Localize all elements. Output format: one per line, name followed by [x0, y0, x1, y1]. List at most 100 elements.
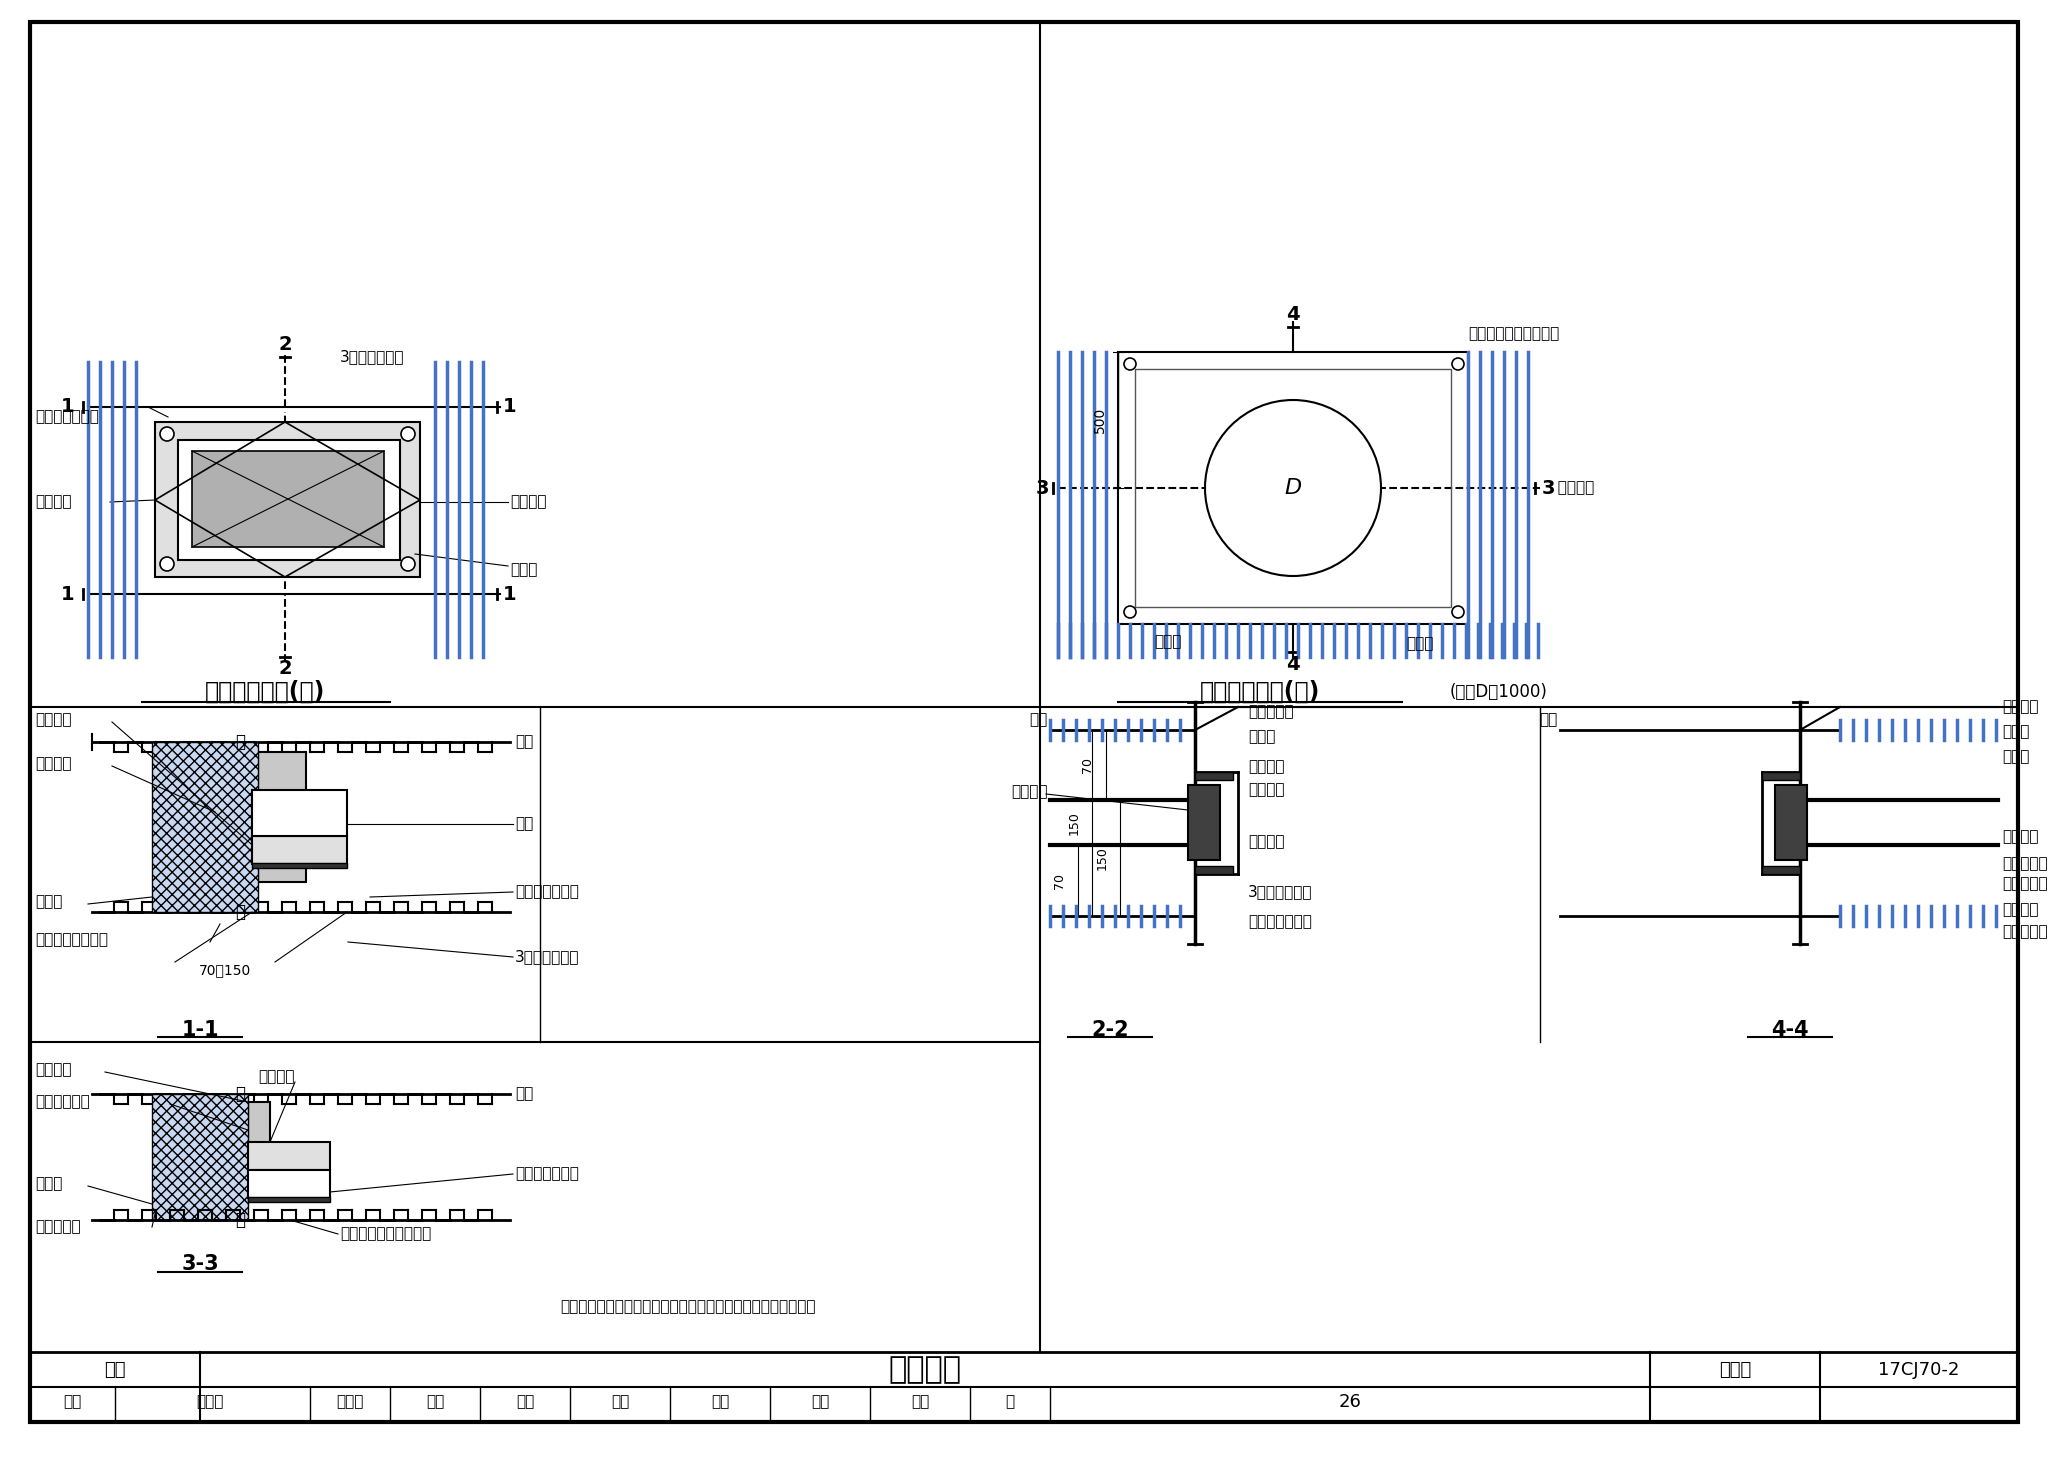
- Text: 墙梁: 墙梁: [514, 817, 532, 831]
- Text: 冯玉: 冯玉: [516, 1395, 535, 1409]
- Bar: [31, 1352, 2017, 1423]
- Circle shape: [401, 427, 416, 442]
- Text: 墙梁: 墙梁: [1030, 713, 1049, 728]
- Text: 耐腐蚀压型钢板: 耐腐蚀压型钢板: [1247, 914, 1313, 929]
- Text: 洞口附加立柱: 洞口附加立柱: [35, 1095, 90, 1110]
- Text: 签名: 签名: [911, 1395, 930, 1409]
- Text: 2: 2: [279, 659, 291, 679]
- Text: 防水堵头: 防水堵头: [35, 495, 72, 510]
- Text: 防水堵头: 防水堵头: [1012, 784, 1049, 799]
- Text: 1-1: 1-1: [180, 1020, 219, 1040]
- Text: 4: 4: [1286, 655, 1300, 673]
- Bar: [1188, 785, 1221, 860]
- Text: 4-4: 4-4: [1772, 1020, 1808, 1040]
- Text: 1: 1: [61, 397, 76, 416]
- Text: 签名: 签名: [610, 1395, 629, 1409]
- Circle shape: [1124, 359, 1137, 370]
- Text: 审核: 审核: [63, 1395, 82, 1409]
- Text: 3: 3: [1034, 479, 1049, 498]
- Text: 拉铆钉: 拉铆钉: [35, 1177, 61, 1192]
- Text: 固定支架: 固定支架: [2003, 903, 2038, 917]
- Text: 内板: 内板: [514, 735, 532, 750]
- Circle shape: [160, 427, 174, 442]
- Text: 保温棉填充: 保温棉填充: [35, 1220, 80, 1235]
- Bar: [252, 863, 346, 868]
- Circle shape: [1452, 606, 1464, 618]
- Text: 设计: 设计: [711, 1395, 729, 1409]
- Text: 2: 2: [279, 335, 291, 354]
- Text: 穿墙构件: 穿墙构件: [510, 495, 547, 510]
- Text: 耐腐蚀压型钢板: 耐腐蚀压型钢板: [514, 885, 580, 900]
- Bar: [248, 1143, 330, 1169]
- Bar: [248, 1197, 330, 1202]
- Text: 1: 1: [61, 584, 76, 603]
- Text: 出墙管道: 出墙管道: [889, 1356, 961, 1384]
- Bar: [193, 451, 385, 547]
- Text: 3-3: 3-3: [180, 1254, 219, 1275]
- Text: 拉铆钉: 拉铆钉: [35, 895, 61, 910]
- Text: 拉铆钉: 拉铆钉: [1407, 636, 1434, 652]
- Text: 拉铆钉: 拉铆钉: [2003, 725, 2030, 740]
- Text: 3厚钢板封口板: 3厚钢板封口板: [1247, 885, 1313, 900]
- Polygon shape: [152, 742, 258, 911]
- Bar: [252, 790, 346, 836]
- Text: 固定于构件上的封口板: 固定于构件上的封口板: [1468, 326, 1559, 341]
- Text: 70～150: 70～150: [199, 963, 252, 977]
- Bar: [1761, 865, 1800, 874]
- Text: 70: 70: [1081, 757, 1094, 774]
- Text: 17CJ70-2: 17CJ70-2: [1878, 1360, 1960, 1378]
- Text: 3: 3: [1542, 479, 1554, 498]
- Text: D: D: [1284, 479, 1303, 498]
- Bar: [1194, 772, 1233, 780]
- Polygon shape: [152, 1094, 248, 1220]
- Text: 泛水板: 泛水板: [1155, 634, 1182, 649]
- Text: 图集号: 图集号: [1718, 1360, 1751, 1378]
- Bar: [248, 1169, 330, 1197]
- Text: 穿墙构件: 穿墙构件: [1247, 834, 1284, 849]
- Text: 4: 4: [1286, 305, 1300, 325]
- Text: 1: 1: [504, 397, 516, 416]
- Text: 吴文光: 吴文光: [197, 1395, 223, 1409]
- Text: 500: 500: [1094, 408, 1108, 433]
- Text: 150: 150: [1067, 811, 1081, 834]
- Text: 墙体: 墙体: [104, 1360, 125, 1378]
- Bar: [252, 836, 346, 864]
- Text: 固定支架: 固定支架: [35, 1063, 72, 1077]
- Text: 耐腐蚀压型钢板: 耐腐蚀压型钢板: [35, 409, 98, 424]
- Text: 穿墙构件: 穿墙构件: [35, 713, 72, 728]
- Bar: [1194, 865, 1233, 874]
- Text: 内: 内: [236, 1085, 246, 1103]
- Bar: [1118, 353, 1468, 624]
- Text: 防水堵头: 防水堵头: [35, 756, 72, 772]
- Text: 泛水板: 泛水板: [2003, 750, 2030, 765]
- Text: 150: 150: [1096, 846, 1108, 870]
- Text: 涂密封胶: 涂密封胶: [1247, 782, 1284, 797]
- Text: 墙梁: 墙梁: [1540, 713, 1559, 728]
- Text: 穿墙构件: 穿墙构件: [1548, 480, 1593, 495]
- Text: 内板: 内板: [514, 1086, 532, 1101]
- Text: 防水堵头: 防水堵头: [2003, 700, 2038, 714]
- Bar: [258, 751, 305, 882]
- Text: 穿墙构件: 穿墙构件: [258, 1070, 295, 1085]
- Text: 26: 26: [1339, 1393, 1362, 1411]
- Text: (用于D＞1000): (用于D＞1000): [1450, 683, 1548, 701]
- Text: 3厚钢板封口板: 3厚钢板封口板: [340, 350, 406, 365]
- Text: 固定于构件上的封口板: 固定于构件上的封口板: [340, 1227, 432, 1242]
- Text: 拉铆钉: 拉铆钉: [1247, 729, 1276, 744]
- Bar: [1776, 785, 1806, 860]
- Bar: [248, 1103, 270, 1174]
- Text: 外: 外: [236, 903, 246, 920]
- Text: 外: 外: [236, 1211, 246, 1229]
- Text: 拉铆钉: 拉铆钉: [510, 563, 537, 578]
- Text: 罗文彬: 罗文彬: [336, 1395, 365, 1409]
- Text: 2-2: 2-2: [1092, 1020, 1128, 1040]
- Text: 70: 70: [1053, 873, 1067, 889]
- Text: 焊接或满: 焊接或满: [1247, 759, 1284, 775]
- Text: 1: 1: [504, 584, 516, 603]
- Bar: [178, 440, 399, 560]
- Text: 上的封口板: 上的封口板: [2003, 876, 2048, 892]
- Text: 固定于构件: 固定于构件: [2003, 857, 2048, 871]
- Circle shape: [1124, 606, 1137, 618]
- Bar: [1761, 772, 1800, 780]
- Text: 页: 页: [1006, 1395, 1014, 1409]
